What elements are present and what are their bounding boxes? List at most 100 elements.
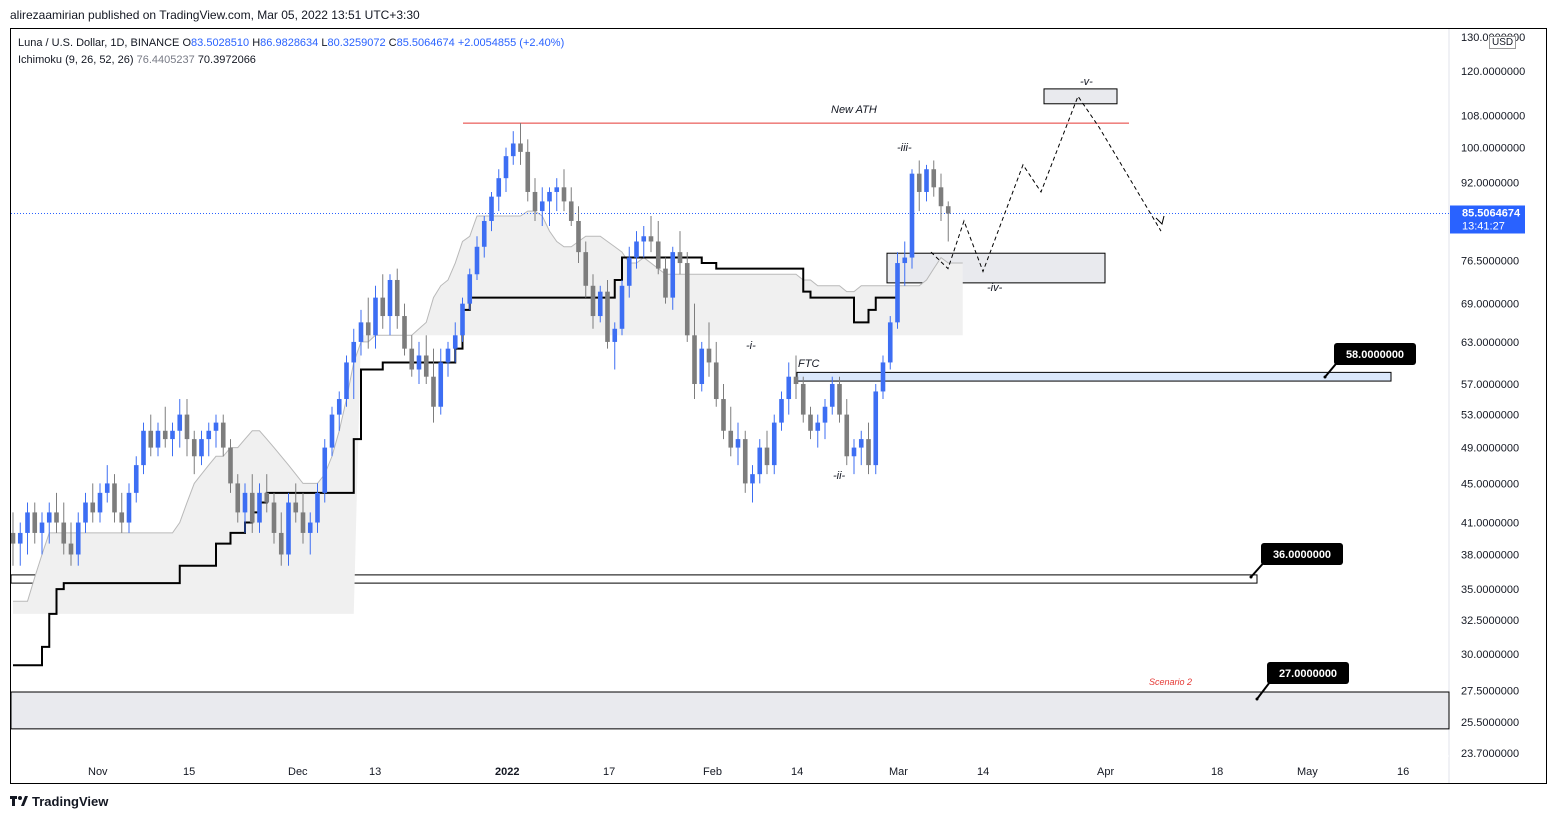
candle (721, 384, 726, 440)
candle (170, 422, 175, 457)
time-tick-label: 2022 (495, 766, 519, 778)
candle (54, 492, 59, 533)
candle-body (445, 348, 451, 363)
candle (612, 322, 618, 370)
candle (141, 422, 146, 475)
candle-body (837, 384, 842, 415)
time-tick-label: 13 (369, 766, 381, 778)
candle-body (17, 532, 23, 544)
chart-legend: Luna / U.S. Dollar, 1D, BINANCE O83.5028… (18, 35, 564, 69)
candle (909, 169, 915, 269)
candle (351, 328, 357, 400)
candle-body (249, 492, 255, 523)
candle-body (706, 348, 712, 363)
candle (358, 309, 364, 356)
candle (837, 376, 842, 423)
candle (235, 474, 241, 523)
candle-body (568, 201, 574, 221)
candle (561, 169, 567, 212)
candle-body (220, 422, 226, 448)
candle-body (503, 156, 509, 179)
candle (423, 335, 429, 385)
chart-frame[interactable]: New ATH -iii- -v- -iv- -i- -ii- FTC Scenario 2 5… (10, 28, 1547, 784)
price-tick-label: 30.0000000 (1461, 649, 1519, 661)
candle (315, 483, 320, 533)
currency-button[interactable]: USD (1489, 36, 1517, 49)
candle (735, 422, 741, 466)
candle (126, 483, 132, 533)
candle-body (380, 297, 386, 317)
candle-body (938, 187, 944, 207)
candle (554, 178, 560, 212)
candle (641, 226, 647, 258)
zone-58 (796, 371, 1392, 382)
callout-dot (1249, 575, 1253, 579)
candle (815, 414, 821, 448)
candle-body (322, 447, 328, 493)
candle-body (873, 391, 879, 466)
symbol-name[interactable]: Luna / U.S. Dollar, 1D, BINANCE (18, 37, 180, 49)
candle (162, 406, 168, 448)
candle-body (351, 341, 357, 363)
annotation-label: -ii- (833, 470, 846, 482)
candle (380, 274, 386, 329)
annotation-label: -iii- (897, 142, 912, 154)
candle (25, 502, 30, 555)
candle (112, 474, 117, 523)
candle (97, 483, 103, 523)
candle-body (895, 263, 900, 323)
candle (460, 297, 465, 342)
candle-body (423, 355, 429, 377)
indicator-name[interactable]: Ichimoku (9, 26, 52, 26) (18, 54, 134, 66)
price-chart[interactable]: New ATH -iii- -v- -iv- -i- -ii- FTC Scenario 2 5… (11, 29, 1546, 783)
candle-body (126, 492, 132, 523)
price-tick-label: 63.0000000 (1461, 337, 1519, 349)
annotation-label: -v- (1080, 76, 1093, 88)
candle-body (735, 439, 741, 448)
candle-body (916, 173, 922, 192)
candle-body (634, 241, 639, 258)
publisher-text: alirezaamirian published on TradingView.… (10, 8, 420, 22)
candle (626, 246, 632, 298)
price-tick-label: 38.0000000 (1461, 549, 1519, 561)
callout-label: 58.0000000 (1346, 349, 1404, 361)
candle (829, 376, 835, 415)
candle-body (597, 291, 603, 317)
candle-body (213, 422, 219, 431)
price-tick-label: 108.0000000 (1461, 110, 1525, 122)
candle (61, 502, 67, 555)
candle (757, 439, 763, 484)
candle-body (489, 196, 494, 221)
candle-body (409, 348, 415, 370)
candle (583, 241, 589, 298)
candle (895, 252, 900, 329)
candle (438, 348, 444, 415)
candle-body (148, 430, 154, 448)
annotation-label: New ATH (831, 104, 877, 116)
candle (373, 285, 378, 349)
candle-body (416, 355, 422, 370)
candle-body (576, 220, 581, 253)
candle (924, 164, 929, 202)
annotation-label: -iv- (987, 282, 1003, 294)
candle (264, 474, 270, 513)
candle-body (909, 173, 915, 258)
candle-body (793, 376, 799, 385)
candle (866, 422, 871, 475)
candle-body (329, 414, 335, 448)
level-callout: 58.0000000 (1323, 343, 1416, 379)
candle-body (590, 285, 596, 317)
candle (525, 139, 531, 202)
candle-body (663, 268, 668, 298)
candle-body (141, 430, 146, 466)
time-tick-label: Dec (288, 766, 308, 778)
candle-body (641, 236, 647, 242)
candle-body (481, 220, 487, 247)
candle (155, 422, 161, 457)
candle-body (191, 439, 197, 457)
candle (503, 147, 509, 192)
candle-body (626, 257, 632, 286)
candle-body (496, 178, 502, 197)
candle-body (25, 512, 30, 533)
